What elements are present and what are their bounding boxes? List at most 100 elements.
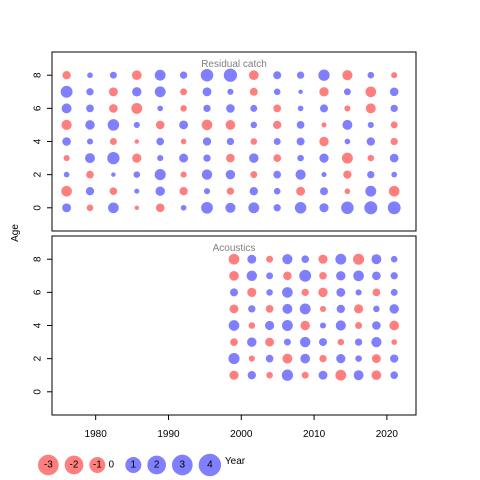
legend: -3 -2 -1 0 1 2 3 4 xyxy=(38,453,222,477)
residual-bubble xyxy=(61,119,72,130)
residual-bubble xyxy=(250,171,258,179)
x-axis-label: Year xyxy=(225,456,246,467)
residual-bubble xyxy=(297,154,304,162)
residual-bubble xyxy=(300,320,310,331)
residual-bubble xyxy=(157,155,164,162)
residual-bubble xyxy=(201,201,213,214)
residual-bubble xyxy=(296,71,305,79)
residual-bubble xyxy=(372,288,381,297)
residual-bubble xyxy=(319,305,327,312)
residual-bubble xyxy=(297,105,304,112)
residual-bubble xyxy=(336,271,346,281)
residual-bubble xyxy=(156,137,165,146)
residual-bubble xyxy=(131,70,142,81)
residual-bubble xyxy=(319,338,327,347)
residual-bubble xyxy=(282,303,293,314)
residual-bubble xyxy=(202,137,212,146)
residual-bubble xyxy=(248,202,260,214)
y-tick-label: 8 xyxy=(33,72,44,78)
residual-bubble xyxy=(299,269,312,282)
y-tick-label: 4 xyxy=(33,322,44,328)
residual-bubble xyxy=(229,370,239,380)
residual-bubble xyxy=(366,137,375,146)
panel-1: Acoustics 0 2 4 6 8 xyxy=(33,235,417,416)
residual-bubble xyxy=(365,185,377,197)
residual-bubble xyxy=(296,121,305,129)
residual-bubble xyxy=(226,137,235,146)
residual-bubble xyxy=(294,202,307,214)
residual-bubble xyxy=(371,337,382,348)
residual-bubble xyxy=(226,153,235,163)
residual-bubble xyxy=(109,104,118,113)
residual-bubble xyxy=(201,169,213,180)
residual-bubble xyxy=(230,338,238,346)
legend-label: -1 xyxy=(93,460,102,471)
panel-title: Residual catch xyxy=(201,59,267,70)
residual-bubble xyxy=(335,320,346,331)
residual-bubble xyxy=(389,320,400,331)
residual-bubble xyxy=(265,305,274,313)
residual-bubble xyxy=(155,203,165,213)
residual-bubble xyxy=(353,370,364,381)
residual-bubble xyxy=(265,320,275,331)
residual-bubble xyxy=(265,354,274,363)
legend-bubble xyxy=(147,455,166,475)
residual-bubble xyxy=(319,87,329,97)
residual-bubble xyxy=(367,170,375,179)
residual-bubble xyxy=(247,371,256,380)
residual-bubble xyxy=(341,152,353,164)
residual-bubble xyxy=(273,154,282,162)
residual-bubble xyxy=(62,71,71,80)
y-tick-label: 0 xyxy=(33,205,44,211)
residual-bubble xyxy=(225,169,236,180)
legend-bubble xyxy=(171,454,193,476)
residual-bubble xyxy=(389,153,399,163)
residual-bubble xyxy=(318,254,328,264)
legend-bubble xyxy=(125,457,142,473)
residual-bubble xyxy=(225,202,236,213)
residual-bubble xyxy=(203,104,211,113)
residual-bubble xyxy=(61,103,72,114)
residual-bubble xyxy=(353,253,365,265)
residual-bubble xyxy=(367,71,375,79)
residual-bubble xyxy=(201,119,213,131)
residual-bubble xyxy=(132,153,142,163)
residual-bubble xyxy=(180,105,187,112)
residual-bubble xyxy=(157,105,164,112)
residual-bubble xyxy=(63,171,70,178)
residual-bubble xyxy=(335,253,347,265)
legend-bubble xyxy=(198,453,222,477)
residual-bubble xyxy=(389,304,399,314)
residual-bubble xyxy=(228,353,240,365)
panel-title: Acoustics xyxy=(213,243,256,254)
residual-bubble xyxy=(134,205,140,211)
residual-bubble xyxy=(390,288,398,296)
residual-bubble xyxy=(296,137,305,146)
residual-bubble xyxy=(179,120,189,130)
residual-bubble xyxy=(282,254,293,265)
residual-bubble xyxy=(335,369,347,381)
residual-bubble xyxy=(273,138,281,145)
residual-bubble xyxy=(223,68,238,82)
residual-bubble xyxy=(86,104,94,113)
residual-bubble xyxy=(247,254,257,264)
legend-bubble xyxy=(38,454,59,476)
residual-bubble xyxy=(248,355,255,362)
residual-bubble xyxy=(85,153,95,164)
residual-bubble xyxy=(229,270,239,281)
residual-bubble xyxy=(247,337,257,347)
residual-bubble xyxy=(371,254,382,265)
legend-label: -2 xyxy=(70,460,79,471)
residual-bubble xyxy=(390,354,399,363)
legend-bubble xyxy=(64,455,84,475)
residual-bubble xyxy=(227,88,234,95)
residual-bubble xyxy=(341,201,354,215)
residual-bubble xyxy=(391,171,398,178)
residual-bubble xyxy=(265,337,275,347)
residual-bubble xyxy=(203,154,211,162)
residual-bubble xyxy=(248,322,256,329)
x-tick-label: 2020 xyxy=(376,429,399,440)
residual-bubble xyxy=(248,70,259,81)
residual-bubble xyxy=(250,121,258,129)
